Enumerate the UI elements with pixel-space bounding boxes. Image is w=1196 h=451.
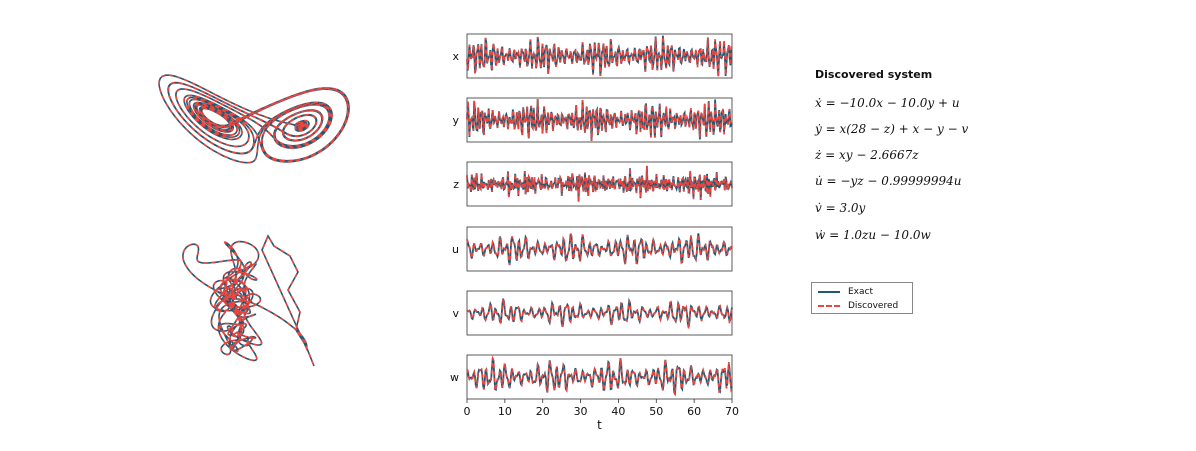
x-tick-label-0: 0	[464, 405, 471, 418]
panel-y-label: y	[452, 114, 459, 127]
legend-swatch-discovered	[818, 305, 840, 307]
panel-u-label: u	[452, 243, 459, 256]
panel-u-frame	[466, 226, 733, 272]
legend: Exact Discovered	[811, 282, 913, 314]
equation-v: v̇ = 3.0y	[815, 201, 866, 215]
panel-w-discovered-line	[466, 355, 733, 395]
x-tick-label-70: 70	[725, 405, 739, 418]
legend-label-exact: Exact	[848, 287, 874, 297]
equation-w: ẇ = 1.0zu − 10.0w	[815, 228, 931, 242]
equation-u: u̇ = −yz − 0.99999994u	[815, 174, 962, 188]
x-axis-label: t	[597, 418, 602, 432]
panel-x-frame	[466, 33, 733, 79]
x-tick-label-20: 20	[536, 405, 550, 418]
x-tick-label-30: 30	[574, 405, 588, 418]
x-tick-label-40: 40	[611, 405, 625, 418]
panel-w-label: w	[450, 371, 459, 384]
x-tick-label-50: 50	[649, 405, 663, 418]
x-tick-label-60: 60	[687, 405, 701, 418]
panel-v-discovered-line	[466, 298, 733, 329]
panel-z-discovered-line	[466, 165, 733, 202]
attractor-upper-discovered-line	[158, 74, 350, 164]
legend-swatch-exact	[818, 291, 840, 293]
panel-x-discovered-line	[466, 36, 733, 78]
panel-z-label: z	[453, 178, 459, 191]
x-tick-label-10: 10	[498, 405, 512, 418]
panel-v-label: v	[452, 307, 459, 320]
panel-u-discovered-line	[466, 233, 733, 265]
equation-y: ẏ = x(28 − z) + x − y − v	[815, 122, 969, 136]
legend-label-discovered: Discovered	[848, 301, 899, 311]
equation-x: ẋ = −10.0x − 10.0y + u	[815, 96, 960, 110]
panel-y-discovered-line	[466, 98, 733, 142]
attractor-lower-discovered-line	[182, 234, 315, 367]
legend-item-exact: Exact	[818, 286, 873, 298]
panel-x-label: x	[452, 50, 459, 63]
legend-item-discovered: Discovered	[818, 300, 898, 312]
equation-z: ż = xy − 2.6667z	[815, 148, 919, 162]
equations-title: Discovered system	[815, 68, 933, 81]
panel-w-frame	[466, 354, 733, 400]
panel-y-frame	[466, 97, 733, 143]
